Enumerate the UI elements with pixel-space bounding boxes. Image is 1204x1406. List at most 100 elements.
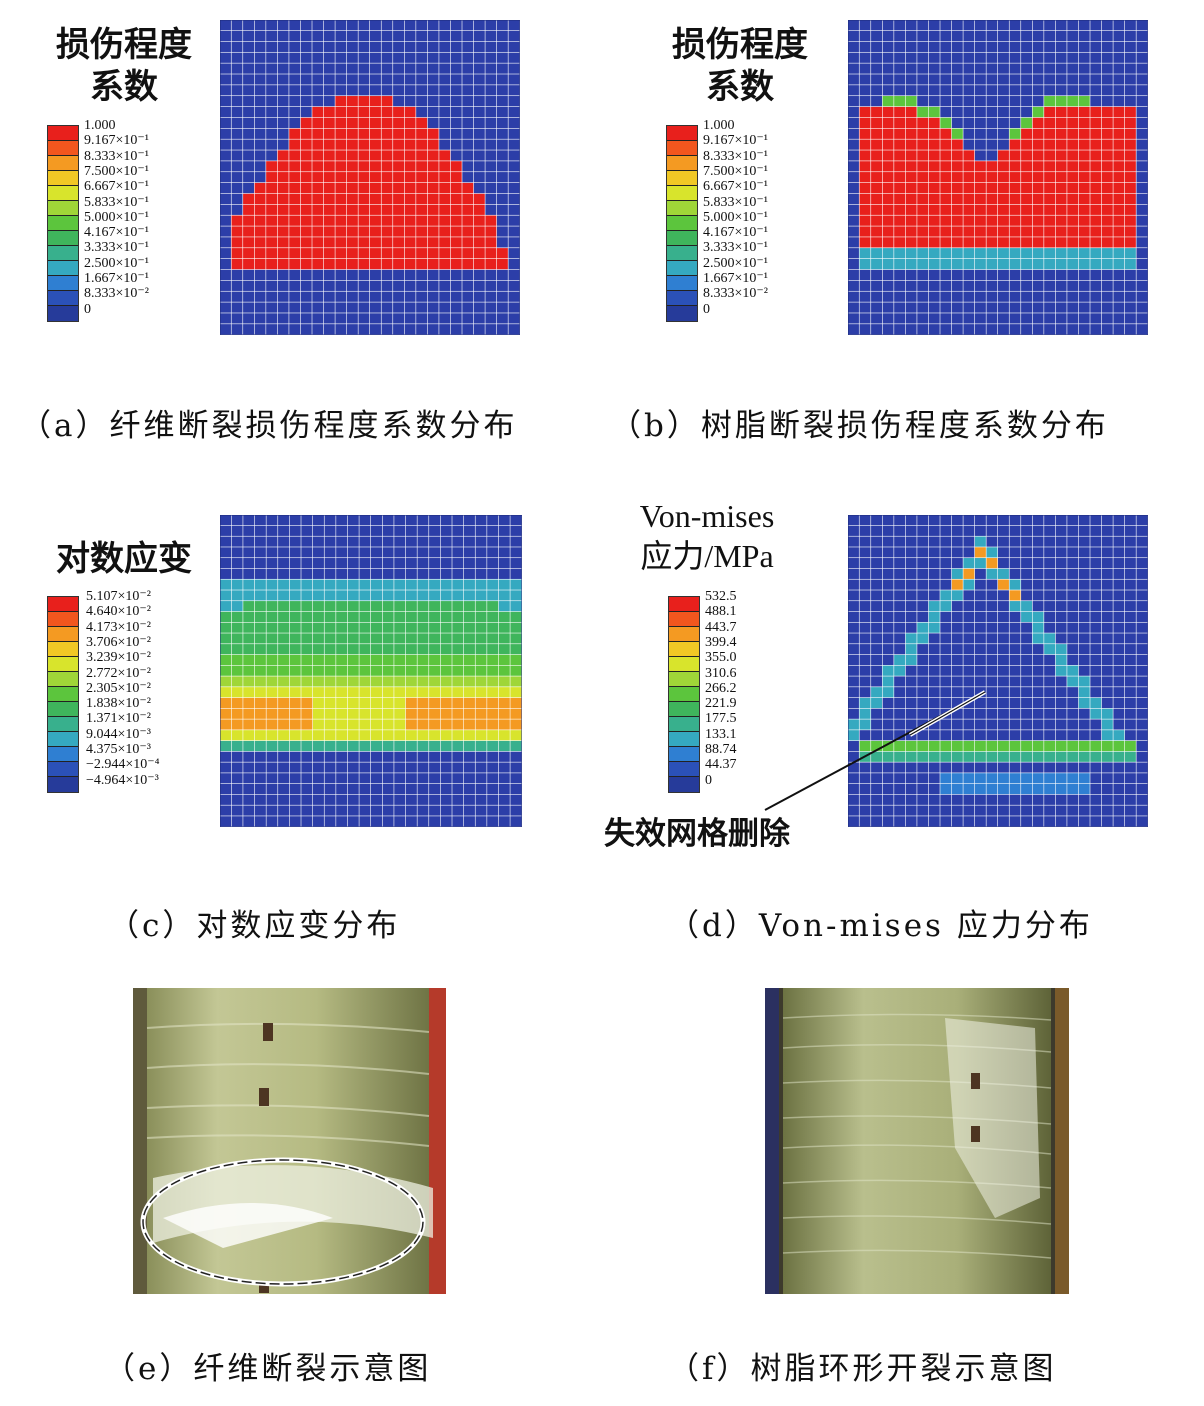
annotation-leader-line (764, 690, 986, 811)
legend-swatch (48, 732, 78, 747)
legend-tick-label: 3.333×10⁻¹ (84, 240, 149, 256)
legend-swatch (667, 246, 697, 261)
legend-tick-label: 399.4 (705, 634, 737, 650)
legend-swatch (669, 747, 699, 762)
legend-tick-label: 1.371×10⁻² (86, 711, 151, 727)
legend-tick-label: 7.500×10⁻¹ (84, 163, 149, 179)
legend-tick-label: 9.167×10⁻¹ (84, 133, 149, 149)
legend-tick-label: 0 (703, 301, 710, 317)
caption-f: （f）树脂环形开裂示意图 (668, 1351, 1057, 1387)
legend-tick-label: −4.964×10⁻³ (86, 772, 159, 788)
legend-swatch (669, 612, 699, 627)
legend-swatch (667, 156, 697, 171)
legend-swatch (667, 126, 697, 141)
legend-swatch (667, 261, 697, 276)
legend-swatch (669, 672, 699, 687)
legend-tick-label: 5.833×10⁻¹ (703, 194, 768, 210)
legend-tick-label: 266.2 (705, 680, 737, 696)
legend-swatch (48, 717, 78, 732)
legend-tick-label: 443.7 (705, 619, 737, 635)
legend-swatch (48, 777, 78, 792)
legend-tick-label: 8.333×10⁻² (84, 286, 149, 302)
legend-tick-label: 5.107×10⁻² (86, 589, 151, 604)
legend-swatch (667, 171, 697, 186)
legend-title-line: 应力/MPa (640, 538, 774, 574)
legend-swatch (48, 171, 78, 186)
caption-e: （e）纤维断裂示意图 (104, 1351, 432, 1387)
legend-title-line: 系数 (706, 67, 774, 107)
legend-tick-label: 177.5 (705, 711, 737, 727)
legend-swatch (667, 306, 697, 321)
legend-tick-label: 1.000 (703, 118, 735, 133)
legend-tick-label: 2.772×10⁻² (86, 665, 151, 681)
legend-swatch (48, 156, 78, 171)
legend-swatch (669, 732, 699, 747)
legend-title-line: 对数应变 (56, 539, 192, 579)
legend-swatch (669, 627, 699, 642)
legend-tick-label: 532.5 (705, 589, 737, 604)
legend-swatch (48, 291, 78, 306)
legend-tick-label: 4.167×10⁻¹ (84, 225, 149, 241)
legend-swatch (48, 672, 78, 687)
legend-tick-label: 44.37 (705, 757, 737, 773)
legend-tick-label: 8.333×10⁻¹ (84, 148, 149, 164)
legend-tick-label: 355.0 (705, 650, 737, 666)
legend-swatch (669, 657, 699, 672)
legend-tick-label: 3.333×10⁻¹ (703, 240, 768, 256)
legend-tick-label: 1.667×10⁻¹ (703, 271, 768, 286)
legend-swatch (669, 687, 699, 702)
legend-swatch (48, 687, 78, 702)
legend-tick-label: 5.000×10⁻¹ (84, 209, 149, 225)
legend-tick-label: 5.000×10⁻¹ (703, 209, 768, 225)
legend-tick-label: 9.167×10⁻¹ (703, 133, 768, 149)
legend-tick-label: 6.667×10⁻¹ (84, 179, 149, 195)
legend-tick-label: 9.044×10⁻³ (86, 726, 151, 742)
legend-title-line: 损伤程度 (672, 25, 808, 65)
legend-tick-label: 4.640×10⁻² (86, 604, 151, 620)
legend-title-line: 损伤程度 (56, 25, 192, 65)
legend-tick-label: 4.167×10⁻¹ (703, 225, 768, 241)
legend-swatch (667, 186, 697, 201)
legend-tick-label: 8.333×10⁻² (703, 286, 768, 302)
legend-tick-label: 1.667×10⁻¹ (84, 271, 149, 286)
legend-title-line: Von-mises (639, 498, 775, 534)
legend-tick-label: 1.838×10⁻² (86, 696, 151, 712)
legend-swatch (48, 747, 78, 762)
legend-swatch (48, 612, 78, 627)
legend-colorbar-a (47, 125, 79, 322)
legend-colorbar-c (47, 596, 79, 793)
legend-tick-label: 133.1 (705, 726, 737, 742)
legend-tick-label: 2.500×10⁻¹ (703, 255, 768, 271)
failed-mesh-deleted-label: 失效网格删除 (604, 816, 790, 852)
legend-swatch (667, 291, 697, 306)
legend-tick-label: 310.6 (705, 665, 737, 681)
legend-title-a: 损伤程度 系数 (44, 24, 204, 108)
legend-tick-label: 1.000 (84, 118, 116, 133)
caption-b: （b）树脂断裂损伤程度系数分布 (610, 408, 1109, 444)
legend-title-c: 对数应变 (44, 538, 204, 580)
resin-ring-crack-photo (765, 988, 1069, 1294)
legend-tick-label: 3.239×10⁻² (86, 650, 151, 666)
legend-swatch (48, 261, 78, 276)
resin-damage-mesh (848, 20, 1148, 335)
legend-tick-label: 6.667×10⁻¹ (703, 179, 768, 195)
legend-swatch (48, 231, 78, 246)
legend-colorbar-b (666, 125, 698, 322)
legend-swatch (667, 141, 697, 156)
legend-title-b: 损伤程度 系数 (660, 24, 820, 108)
legend-swatch (48, 216, 78, 231)
legend-swatch (48, 246, 78, 261)
legend-swatch (48, 306, 78, 321)
legend-tick-label: 5.833×10⁻¹ (84, 194, 149, 210)
caption-d: （d）Von-mises 应力分布 (668, 908, 1093, 944)
legend-tick-label: 0 (84, 301, 91, 317)
legend-swatch (48, 657, 78, 672)
legend-tick-label: 2.305×10⁻² (86, 680, 151, 696)
legend-tick-label: 4.173×10⁻² (86, 619, 151, 635)
legend-tick-label: 4.375×10⁻³ (86, 742, 151, 757)
legend-swatch (669, 762, 699, 777)
legend-title-line: 系数 (90, 67, 158, 107)
legend-tick-label: 488.1 (705, 604, 737, 620)
legend-tick-label: −2.944×10⁻⁴ (86, 757, 160, 773)
legend-swatch (48, 126, 78, 141)
